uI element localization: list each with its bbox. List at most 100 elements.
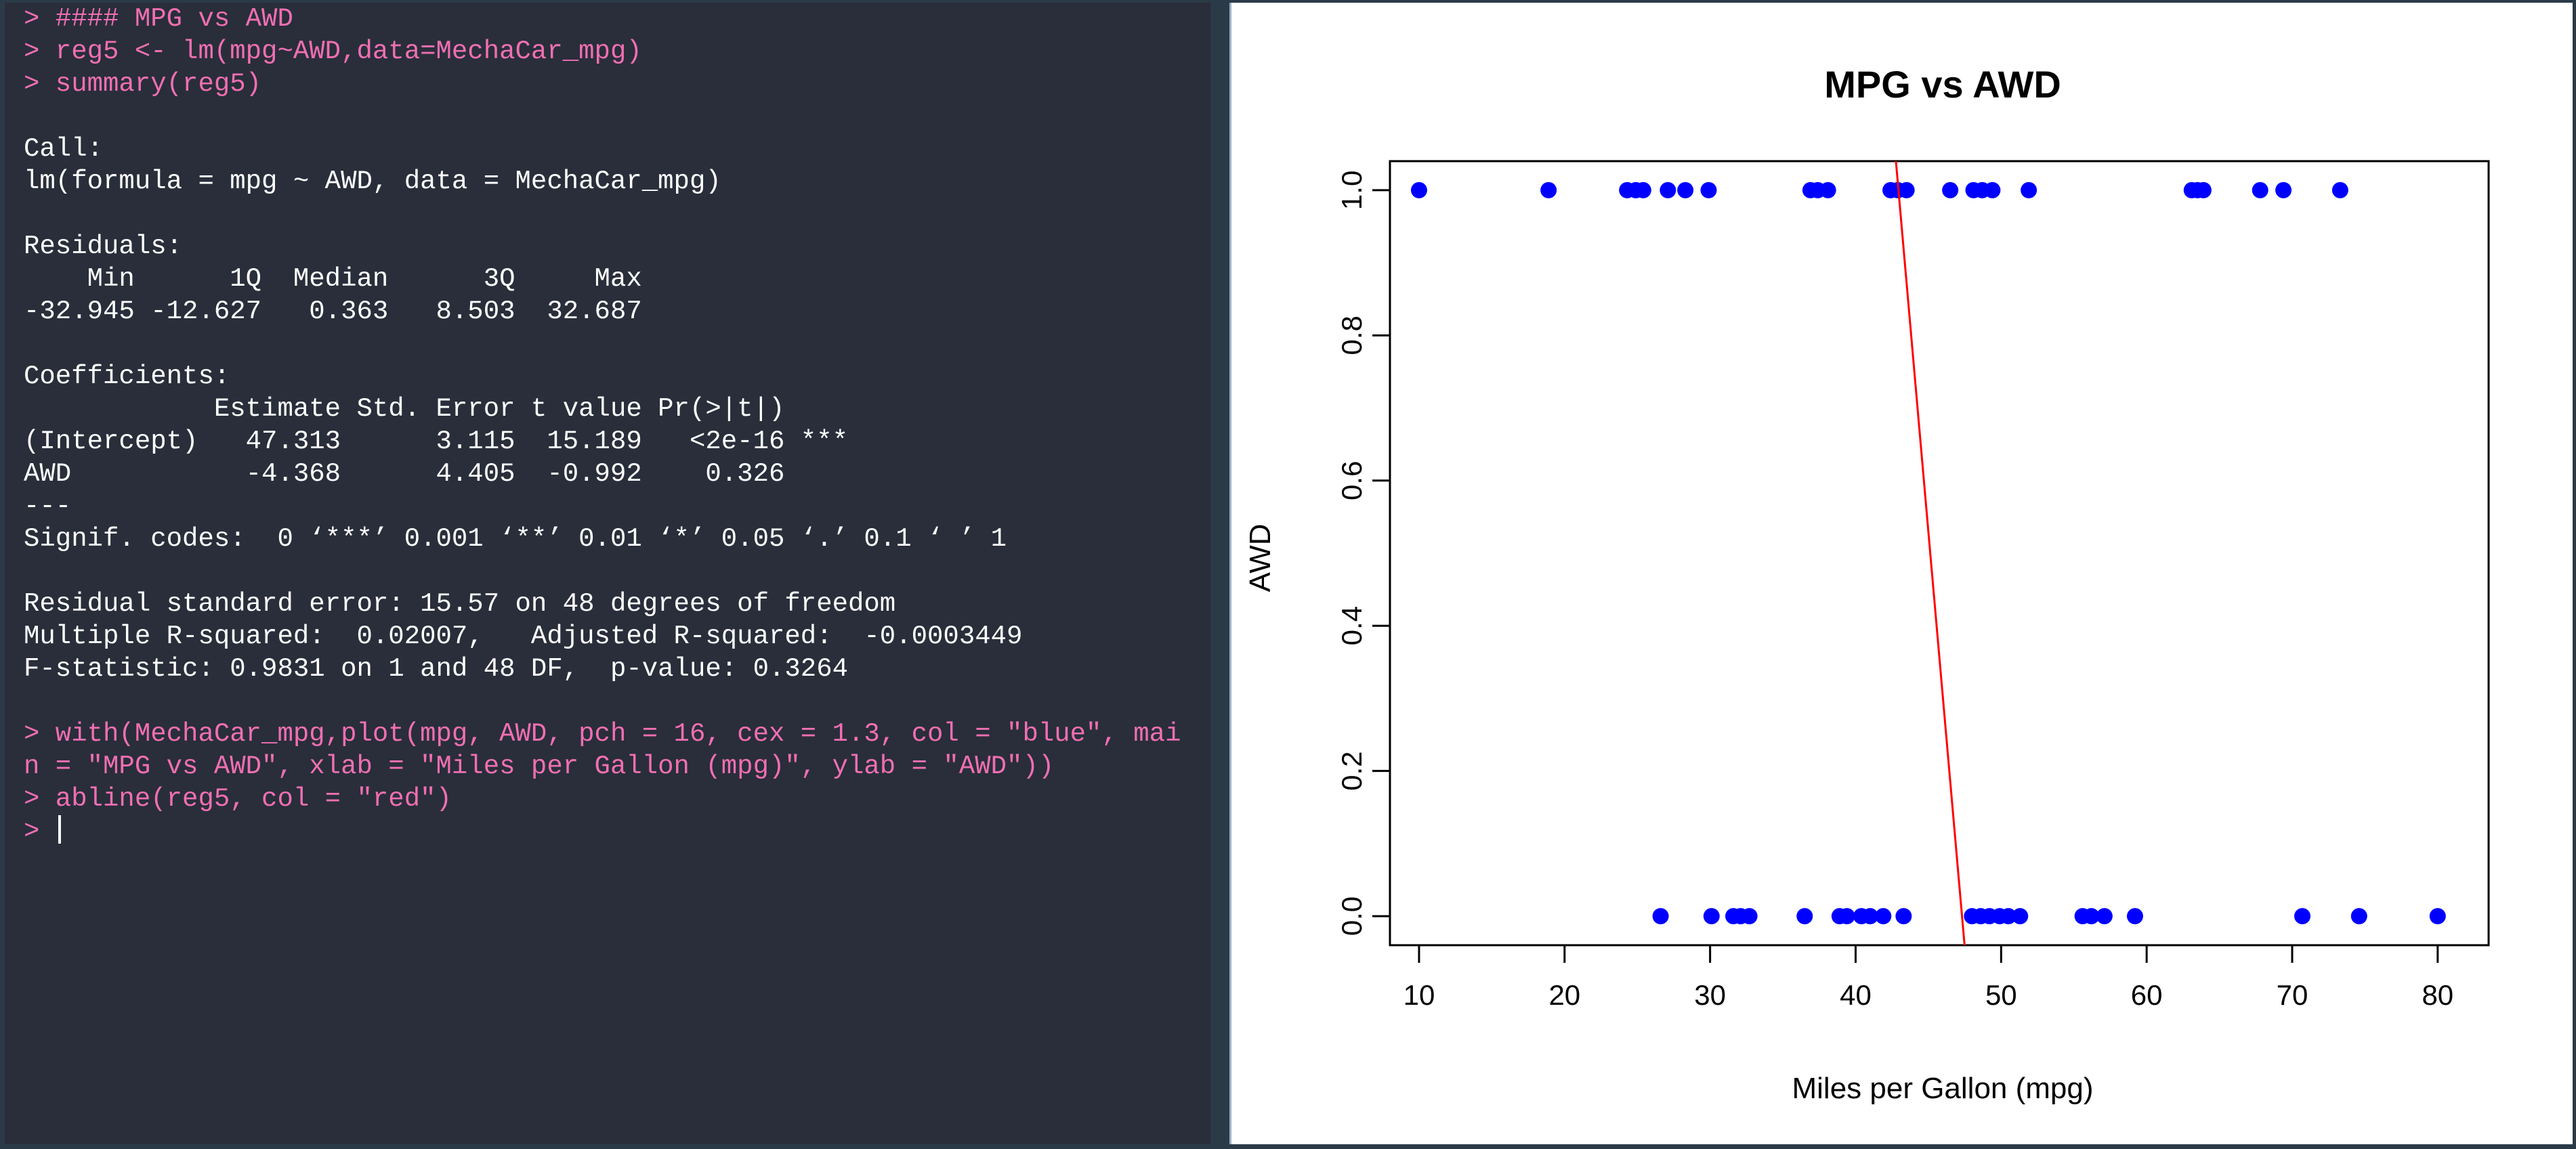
y-tick-label: 0.4 — [1336, 606, 1368, 645]
data-point — [1677, 181, 1694, 198]
console-output-line: --- — [24, 490, 1210, 523]
console-output-line — [24, 555, 1210, 588]
console-output-line — [24, 328, 1210, 360]
console-line-text: Multiple R-squared: 0.02007, Adjusted R-… — [24, 622, 1038, 651]
r-console[interactable]: > #### MPG vs AWD > reg5 <- lm(mpg~AWD,da… — [5, 3, 1210, 1144]
console-line-text: Estimate Std. Error t value Pr(>|t|) — [24, 394, 848, 424]
data-point — [1540, 181, 1557, 198]
plot-marks: 10 20 30 40 50 60 70 80 0.0 0.2 0.4 0.6 0.8 1.0 — [1336, 160, 2490, 1011]
x-tick-label: 30 — [1694, 979, 1726, 1011]
data-point — [1838, 908, 1855, 925]
x-tick-label: 50 — [1985, 979, 2017, 1011]
console-line-text: > reg5 <- lm(mpg~AWD,data=MechaCar_mpg) — [24, 37, 642, 66]
x-tick-label: 60 — [2131, 979, 2163, 1011]
console-output-line — [24, 198, 1210, 230]
console-line-text: lm(formula = mpg ~ AWD, data = MechaCar_… — [24, 167, 721, 196]
console-command-line: > — [24, 815, 1210, 848]
console-command-line: > #### MPG vs AWD — [24, 3, 1210, 35]
data-point — [2195, 181, 2212, 198]
console-line-text: > with(MechaCar_mpg,plot(mpg, AWD, pch =… — [24, 719, 1181, 749]
console-line-text: Coefficients: — [24, 362, 230, 391]
console-line-text: Residuals: — [24, 232, 183, 261]
console-output-line: Min 1Q Median 3Q Max — [24, 263, 1210, 295]
console-command-line: n = "MPG vs AWD", xlab = "Miles per Gall… — [24, 750, 1210, 783]
console-line-text: AWD -4.368 4.405 -0.992 0.326 — [24, 459, 848, 489]
x-tick-label: 20 — [1548, 979, 1580, 1011]
data-point — [1634, 181, 1651, 198]
data-point — [2429, 908, 2446, 925]
data-point — [2021, 181, 2037, 198]
data-point — [1741, 908, 1758, 925]
console-line-text: Min 1Q Median 3Q Max — [24, 264, 658, 294]
data-point — [2096, 908, 2113, 925]
data-point — [1898, 181, 1915, 198]
console-output-line — [24, 100, 1210, 133]
console-output-line — [24, 685, 1210, 718]
console-output-line: Coefficients: — [24, 360, 1210, 393]
console-line-text: n = "MPG vs AWD", xlab = "Miles per Gall… — [24, 752, 1055, 781]
data-point — [2000, 908, 2017, 925]
console-command-line: > summary(reg5) — [24, 68, 1210, 100]
console-output-line: Residuals: — [24, 230, 1210, 263]
chart-title: MPG vs AWD — [1824, 63, 2061, 106]
x-tick-label: 10 — [1403, 979, 1435, 1011]
console-output-line: F-statistic: 0.9831 on 1 and 48 DF, p-va… — [24, 653, 1210, 685]
console-line-text: Residual standard error: 15.57 on 48 deg… — [24, 589, 896, 619]
console-command-line: > with(MechaCar_mpg,plot(mpg, AWD, pch =… — [24, 718, 1210, 750]
console-line-text: F-statistic: 0.9831 on 1 and 48 DF, p-va… — [24, 654, 848, 684]
x-tick-label: 80 — [2422, 979, 2453, 1011]
data-point — [1660, 181, 1676, 198]
x-tick-label: 70 — [2277, 979, 2308, 1011]
data-point — [2252, 181, 2268, 198]
y-axis-label: AWD — [1244, 523, 1277, 592]
text-cursor — [58, 815, 61, 844]
console-line-text: -32.945 -12.627 0.363 8.503 32.687 — [24, 297, 658, 326]
y-tick-label: 0.6 — [1336, 461, 1368, 500]
console-line-text: > #### MPG vs AWD — [24, 4, 293, 34]
data-point — [1700, 181, 1717, 198]
console-line-text: > abline(reg5, col = "red") — [24, 784, 452, 814]
data-point — [1861, 908, 1878, 925]
console-line-text: --- — [24, 492, 72, 521]
data-point — [1875, 908, 1892, 925]
console-command-line: > reg5 <- lm(mpg~AWD,data=MechaCar_mpg) — [24, 35, 1210, 68]
console-command-line: > abline(reg5, col = "red") — [24, 783, 1210, 815]
y-tick-label: 0.8 — [1336, 316, 1368, 355]
scatter-plot: MPG vs AWD Miles per Gallon (mpg) AWD 10… — [1244, 63, 2490, 1105]
plot-panel: MPG vs AWD Miles per Gallon (mpg) AWD 10… — [1229, 3, 2573, 1144]
y-tick-label: 0.0 — [1336, 896, 1368, 936]
console-line-text: > — [24, 817, 56, 846]
data-point — [2083, 908, 2100, 925]
console-output-line: AWD -4.368 4.405 -0.992 0.326 — [24, 458, 1210, 490]
console-output-line: Signif. codes: 0 ‘***’ 0.001 ‘**’ 0.01 ‘… — [24, 523, 1210, 555]
data-point — [1819, 181, 1836, 198]
console-output-line: Call: — [24, 133, 1210, 165]
console-output-line: Residual standard error: 15.57 on 48 deg… — [24, 588, 1210, 620]
data-point — [1796, 908, 1813, 925]
data-point — [2350, 908, 2367, 925]
x-tick-label: 40 — [1840, 979, 1872, 1011]
x-axis-label: Miles per Gallon (mpg) — [1792, 1072, 2093, 1105]
data-point — [1942, 181, 1959, 198]
console-output-line: Multiple R-squared: 0.02007, Adjusted R-… — [24, 620, 1210, 653]
y-tick-label: 1.0 — [1336, 171, 1368, 210]
console-output-line: Estimate Std. Error t value Pr(>|t|) — [24, 393, 1210, 425]
data-point — [1703, 908, 1720, 925]
data-point — [1984, 181, 2001, 198]
data-point — [1410, 181, 1427, 198]
console-output-line: -32.945 -12.627 0.363 8.503 32.687 — [24, 295, 1210, 328]
data-point — [1652, 908, 1669, 925]
regression-line — [1895, 160, 1966, 946]
y-tick-label: 0.2 — [1336, 751, 1368, 790]
console-line-text: Call: — [24, 134, 104, 164]
data-point — [2331, 181, 2348, 198]
data-point — [1895, 908, 1912, 925]
console-line-text: > summary(reg5) — [24, 69, 262, 99]
data-point — [2012, 908, 2029, 925]
plot-frame — [1389, 160, 2490, 947]
data-point — [2275, 181, 2292, 198]
console-line-text: (Intercept) 47.313 3.115 15.189 <2e-16 *… — [24, 427, 848, 456]
console-output-line: (Intercept) 47.313 3.115 15.189 <2e-16 *… — [24, 425, 1210, 458]
console-output-line: lm(formula = mpg ~ AWD, data = MechaCar_… — [24, 165, 1210, 198]
console-line-text: Signif. codes: 0 ‘***’ 0.001 ‘**’ 0.01 ‘… — [24, 524, 1007, 554]
